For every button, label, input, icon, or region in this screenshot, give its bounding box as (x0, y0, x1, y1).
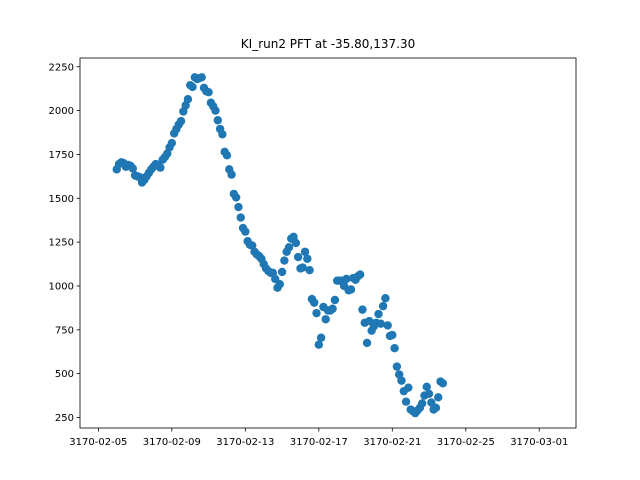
data-point (424, 389, 434, 399)
data-point (321, 315, 330, 324)
data-point (213, 116, 222, 125)
data-point (431, 403, 441, 413)
x-tick-label: 3170-02-09 (143, 437, 201, 448)
y-axis: 250 500 750 1000 1250 1500 1750 2000 2250 (49, 62, 80, 424)
data-point (211, 106, 220, 115)
data-point (358, 305, 367, 314)
data-point (362, 338, 372, 348)
chart-title: KI_run2 PFT at -35.80,137.30 (241, 37, 415, 51)
data-point (383, 321, 392, 330)
x-axis: 3170-02-05 3170-02-09 3170-02-13 3170-02-17… (69, 428, 568, 448)
data-point (293, 252, 303, 262)
data-point (378, 301, 388, 311)
y-tick-label: 1000 (49, 281, 74, 292)
data-point (176, 116, 186, 126)
data-point (218, 130, 227, 139)
data-point (376, 319, 386, 328)
data-points (112, 73, 448, 418)
data-point (298, 263, 307, 272)
data-point (392, 362, 402, 371)
data-point (227, 170, 236, 179)
data-point (374, 309, 383, 319)
x-tick-label: 3170-02-25 (437, 437, 495, 448)
x-tick-label: 3170-02-05 (69, 437, 127, 448)
plot-frame (79, 57, 577, 429)
data-point (316, 333, 326, 342)
y-tick-label: 1500 (49, 194, 74, 205)
data-point (284, 243, 294, 252)
y-tick-label: 2250 (49, 62, 74, 73)
data-point (390, 344, 399, 353)
data-point (277, 267, 287, 277)
x-tick-label: 3170-02-17 (290, 437, 348, 448)
data-point (188, 82, 197, 92)
data-point (330, 295, 340, 305)
data-point (404, 383, 413, 392)
data-point (183, 95, 193, 104)
data-point (128, 164, 138, 173)
data-point (388, 330, 397, 340)
data-point (417, 399, 427, 408)
data-point (275, 280, 284, 289)
data-point (312, 308, 321, 318)
data-point (291, 238, 301, 248)
data-point (197, 73, 206, 82)
y-tick-label: 750 (55, 325, 74, 336)
data-point (156, 163, 165, 172)
data-point (222, 151, 232, 160)
data-point (342, 274, 351, 284)
data-point (204, 87, 213, 97)
data-point (236, 213, 245, 222)
y-tick-label: 500 (55, 369, 74, 380)
data-point (381, 294, 390, 303)
data-point (346, 285, 356, 294)
y-tick-label: 1250 (49, 238, 74, 249)
x-tick-label: 3170-02-13 (216, 437, 274, 448)
data-point (401, 397, 411, 406)
data-point (434, 393, 443, 402)
data-point (438, 379, 448, 388)
y-tick-label: 1750 (49, 150, 74, 161)
data-point (303, 254, 312, 263)
y-tick-label: 2000 (49, 106, 74, 117)
data-point (234, 202, 243, 212)
data-point (355, 270, 365, 279)
data-point (167, 138, 177, 148)
data-point (231, 193, 241, 202)
data-point (314, 340, 324, 349)
data-point (280, 256, 289, 265)
data-point (310, 298, 319, 307)
data-point (397, 376, 406, 385)
x-tick-label: 3170-02-21 (363, 437, 421, 448)
x-tick-label: 3170-03-01 (510, 437, 568, 448)
y-tick-label: 250 (55, 413, 74, 424)
data-point (300, 247, 310, 256)
data-point (305, 265, 314, 275)
data-point (241, 227, 250, 236)
data-point (328, 304, 337, 313)
data-point (422, 382, 431, 391)
